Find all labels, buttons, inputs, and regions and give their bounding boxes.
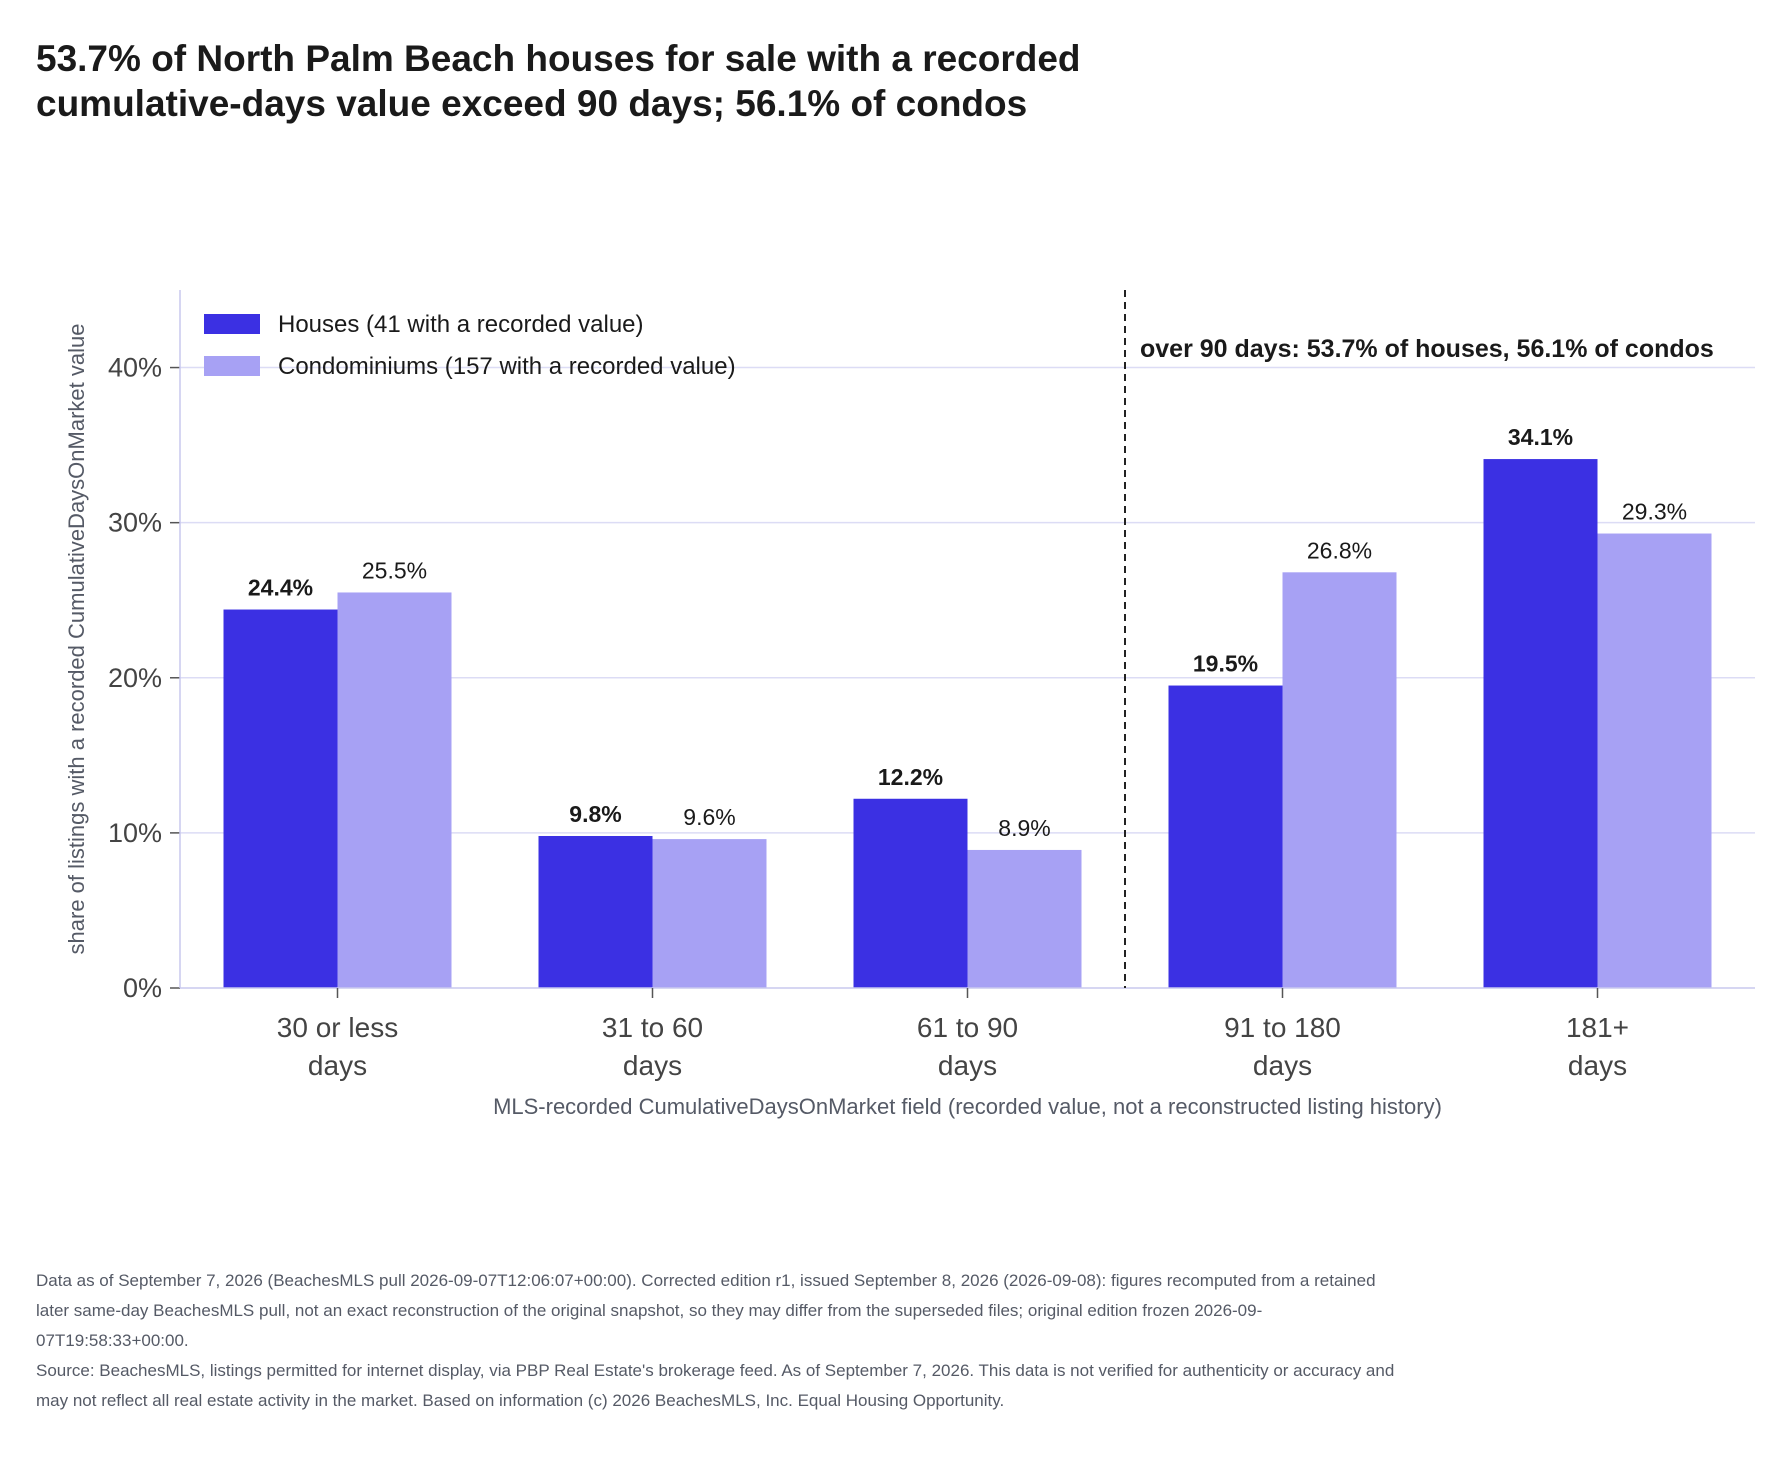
bar (1597, 533, 1712, 988)
data-label: 34.1% (1508, 424, 1573, 450)
footnote: Data as of September 7, 2026 (BeachesMLS… (36, 1266, 1406, 1416)
data-note: Data as of September 7, 2026 (BeachesMLS… (36, 1271, 1376, 1350)
data-label: 9.6% (683, 804, 735, 830)
data-label: 24.4% (248, 575, 313, 601)
x-tick-label: 31 to 60 (602, 1012, 703, 1043)
threshold-annotation: over 90 days: 53.7% of houses, 56.1% of … (1124, 290, 1714, 988)
data-label: 9.8% (569, 801, 621, 827)
data-label: 29.3% (1622, 499, 1687, 525)
x-tick-label: 61 to 90 (917, 1012, 1018, 1043)
x-tick-label: 91 to 180 (1224, 1012, 1341, 1043)
bar (223, 609, 338, 988)
data-label: 25.5% (362, 557, 427, 583)
bar (538, 835, 653, 988)
legend-label: Condominiums (157 with a recorded value) (278, 353, 736, 380)
bars (223, 459, 1712, 988)
x-tick-label: days (623, 1050, 682, 1081)
threshold-annotation-text: over 90 days: 53.7% of houses, 56.1% of … (1140, 335, 1714, 363)
y-tick-label: 10% (108, 818, 162, 848)
x-tick-label: days (1253, 1050, 1312, 1081)
data-label: 8.9% (998, 815, 1050, 841)
bar (1168, 685, 1283, 988)
bar (337, 592, 452, 988)
bar-chart: 24.4% 9.8% 12.2% 19.5% 34.1% 25.5% 9.6% 8.9% 26.… (64, 290, 1755, 1119)
bar (652, 839, 767, 988)
source-note: Source: BeachesMLS, listings permitted f… (36, 1361, 1395, 1410)
x-tick-label: 181+ (1566, 1012, 1629, 1043)
data-labels: 24.4% 9.8% 12.2% 19.5% 34.1% 25.5% 9.6% 8.9% 26.… (248, 424, 1687, 841)
x-axis-title: MLS-recorded CumulativeDaysOnMarket fiel… (493, 1094, 1442, 1119)
legend-label: Houses (41 with a recorded value) (278, 311, 644, 338)
x-tick-label: days (308, 1050, 367, 1081)
bar (967, 849, 1082, 988)
data-label: 26.8% (1307, 537, 1372, 563)
x-tick-label: 30 or less (277, 1012, 398, 1043)
y-tick-label: 30% (108, 508, 162, 538)
data-label: 19.5% (1193, 651, 1258, 677)
y-tick-label: 40% (108, 353, 162, 383)
bar (1282, 572, 1397, 988)
bar (853, 798, 968, 988)
x-tick-label: days (938, 1050, 997, 1081)
x-tick-label: days (1568, 1050, 1627, 1081)
y-axis-title: share of listings with a recorded Cumula… (64, 324, 89, 955)
legend-swatch (204, 314, 260, 334)
y-tick-label: 20% (108, 663, 162, 693)
bar (1483, 459, 1598, 988)
data-label: 12.2% (878, 764, 943, 790)
legend: Houses (41 with a recorded value) Condomi… (204, 311, 736, 380)
chart-title: 53.7% of North Palm Beach houses for sal… (36, 38, 1081, 124)
y-tick-label: 0% (123, 973, 162, 1003)
legend-swatch (204, 356, 260, 376)
axes: 0% 10% 20% 30% 40% 30 or less days 31 to 60 days… (64, 290, 1755, 1119)
